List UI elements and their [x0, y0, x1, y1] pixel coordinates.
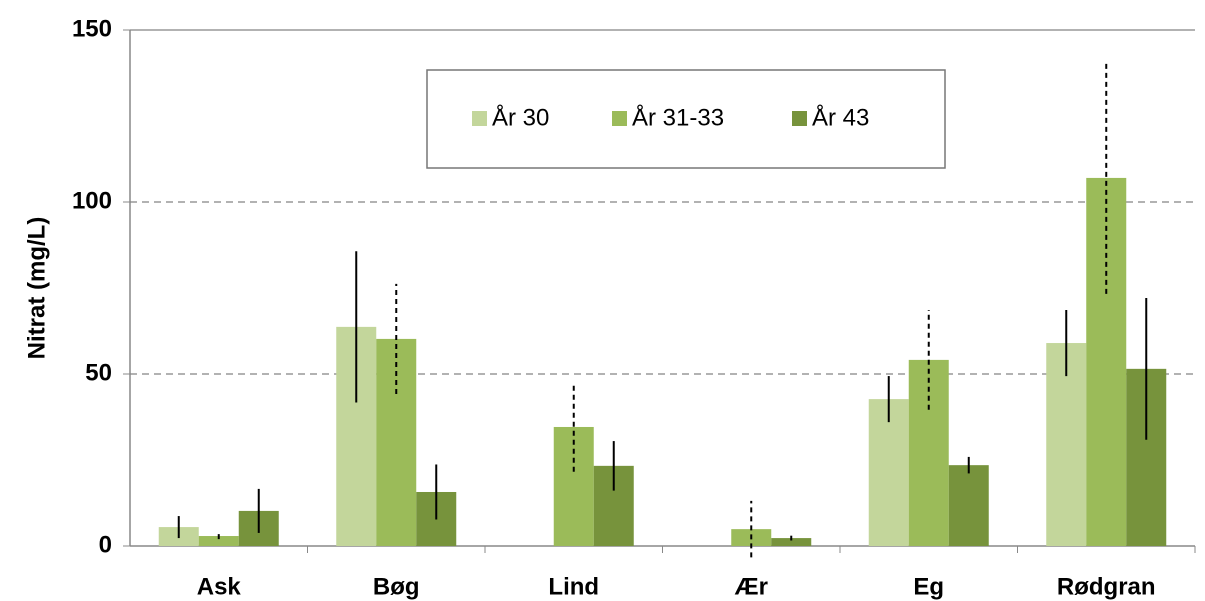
- y-tick-label: 0: [99, 531, 112, 558]
- bar: [771, 538, 812, 546]
- x-tick-label: Rødgran: [1057, 573, 1156, 600]
- legend-swatch: [792, 111, 807, 126]
- legend-label: År 30: [492, 103, 549, 131]
- bar: [1086, 177, 1127, 547]
- legend-label: År 43: [812, 103, 869, 131]
- x-tick-label: Ær: [735, 573, 768, 600]
- x-tick-label: Ask: [197, 573, 242, 600]
- bar: [198, 536, 239, 546]
- y-axis-label: Nitrat (mg/L): [23, 217, 50, 360]
- legend-label: År 31-33: [632, 103, 724, 131]
- x-tick-label: Bøg: [373, 573, 420, 600]
- legend-swatch: [612, 111, 627, 126]
- bar: [553, 426, 594, 546]
- bar: [868, 399, 909, 546]
- bar: [376, 338, 417, 546]
- x-tick-label: Eg: [913, 573, 944, 600]
- x-tick-label: Lind: [548, 573, 599, 600]
- bar: [1046, 343, 1087, 546]
- y-tick-label: 50: [85, 359, 112, 386]
- bar: [948, 465, 989, 546]
- y-tick-label: 100: [72, 187, 112, 214]
- legend-box: [426, 69, 946, 169]
- legend-swatch: [472, 111, 487, 126]
- y-tick-label: 150: [72, 15, 112, 42]
